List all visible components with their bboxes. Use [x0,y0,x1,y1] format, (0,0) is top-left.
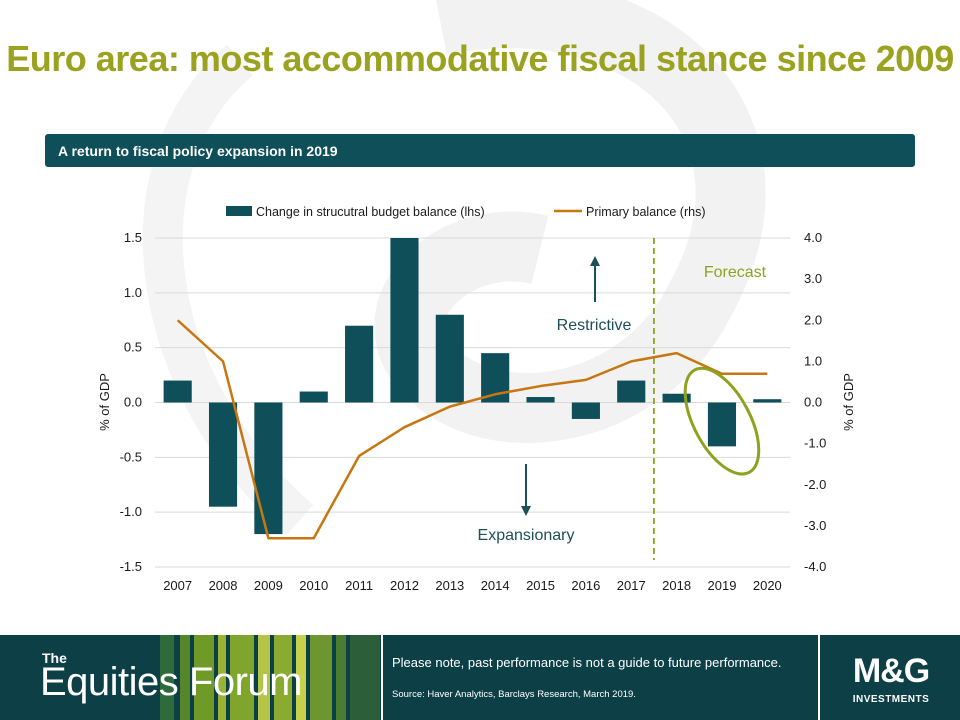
x-tick-label: 2009 [254,578,283,593]
x-tick-label: 2020 [753,578,782,593]
left-tick-label: -1.5 [120,559,142,574]
x-tick-label: 2015 [526,578,555,593]
bar [345,325,374,403]
bar [435,314,464,403]
left-tick-label: 0.5 [124,340,142,355]
forecast-label: Forecast [704,264,767,281]
x-tick-label: 2011 [345,578,373,593]
restrictive-arrow-head [590,256,600,266]
x-tick-label: 2016 [571,578,600,593]
legend-line-label: Primary balance (rhs) [586,205,705,219]
right-tick-label: 2.0 [804,312,822,327]
page-title: Euro area: most accommodative fiscal sta… [6,38,954,79]
right-tick-label: -3.0 [804,518,826,533]
right-tick-label: 1.0 [804,353,822,368]
brand-equities-forum: Equities Forum [40,660,302,704]
x-tick-label: 2017 [617,578,646,593]
mg-logo-sub: INVESTMENTS [852,694,930,705]
footer-stripes [160,635,380,720]
right-tick-label: 3.0 [804,271,822,286]
bar [707,402,737,447]
right-tick-label: 4.0 [804,230,822,245]
x-tick-label: 2013 [435,578,464,593]
bar [299,391,328,403]
left-axis-title: % of GDP [97,373,112,431]
footer-divider-right [818,635,820,720]
bar [617,380,646,403]
bar [208,402,238,507]
source-text: Source: Haver Analytics, Barclays Resear… [392,689,636,700]
footer-divider-left [381,635,383,720]
bar [390,238,419,403]
banner-text: A return to fiscal policy expansion in 2… [58,143,338,159]
fiscal-chart: 1.5 1.0 0.5 0.0 -0.5 -1.0 -1.5 4.0 3.0 2.0 1.0 0.0 -… [97,205,856,593]
expansionary-arrow-head [521,506,531,516]
x-tick-label: 2007 [163,578,192,593]
x-tick-label: 2008 [209,578,238,593]
mg-logo: M&G [852,652,930,690]
disclaimer-text: Please note, past performance is not a g… [392,655,782,670]
left-tick-label: -1.0 [120,504,142,519]
x-tick-label: 2014 [481,578,510,593]
left-tick-label: -0.5 [120,449,142,464]
bar [163,380,192,403]
bar [662,393,691,403]
left-tick-label: 0.0 [124,395,142,410]
expansionary-label: Expansionary [478,527,575,544]
legend-bar-label: Change in strucutral budget balance (lhs… [256,205,485,219]
bar [571,402,600,419]
primary-balance-line [176,319,768,540]
highlight-ellipse [683,366,761,476]
legend-bar-swatch [226,206,252,216]
left-tick-label: 1.5 [124,230,142,245]
left-tick-label: 1.0 [124,285,142,300]
x-tick-label: 2012 [390,578,419,593]
bar [753,399,782,403]
restrictive-label: Restrictive [557,317,632,334]
brand-the: The [42,650,67,666]
right-tick-label: 0.0 [804,395,822,410]
subtitle-banner: A return to fiscal policy expansion in 2… [45,134,915,167]
x-tick-label: 2018 [662,578,691,593]
right-tick-label: -1.0 [804,436,826,451]
footer-bar [0,635,960,720]
bar [254,402,283,535]
right-tick-label: -4.0 [804,559,826,574]
x-tick-label: 2019 [708,578,737,593]
right-axis-title: % of GDP [841,373,856,431]
bar [526,397,555,403]
x-tick-label: 2010 [299,578,328,593]
right-tick-label: -2.0 [804,477,826,492]
